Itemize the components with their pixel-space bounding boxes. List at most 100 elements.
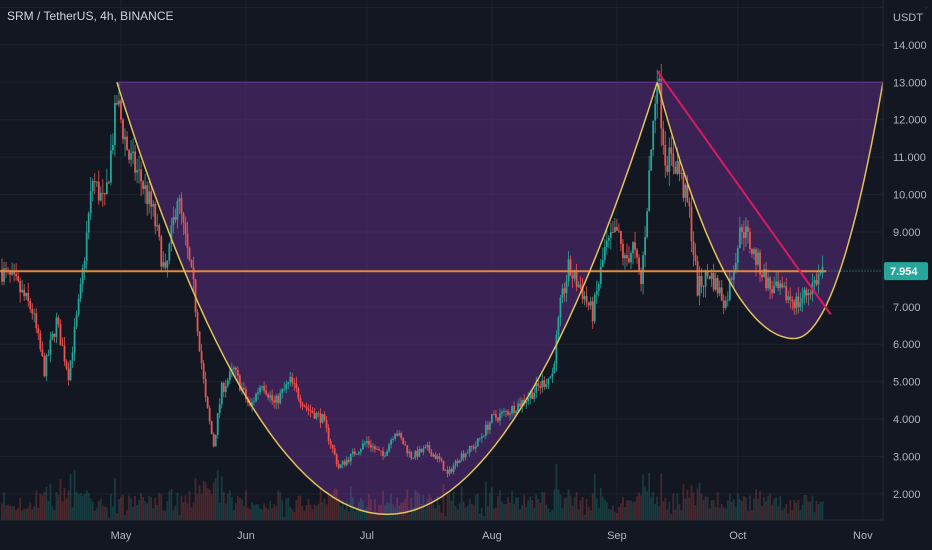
- volume-bar: [39, 493, 42, 520]
- volume-bar: [603, 499, 606, 520]
- volume-bar: [11, 506, 13, 520]
- candle-body: [33, 313, 36, 315]
- candle-body: [424, 446, 427, 449]
- candle-body: [509, 413, 511, 415]
- volume-bar: [382, 490, 384, 520]
- volume-bar: [567, 489, 570, 520]
- volume-bar: [751, 510, 753, 520]
- volume-bar: [91, 501, 94, 520]
- candle-body: [615, 227, 618, 231]
- horizontal-levels: [0, 81, 883, 273]
- candle-body: [154, 203, 157, 227]
- volume-bar: [472, 505, 475, 520]
- volume-bar: [505, 503, 507, 520]
- symbol-label[interactable]: SRM / TetherUS, 4h, BINANCE: [7, 9, 174, 23]
- candle-body: [148, 191, 151, 205]
- volume-bar: [694, 504, 697, 520]
- volume-bar: [563, 497, 566, 520]
- candle-body: [275, 395, 278, 403]
- candle-body: [192, 267, 195, 280]
- candle-body: [539, 386, 542, 388]
- candle-body: [682, 172, 685, 198]
- candle-body: [299, 398, 302, 404]
- candle-body: [805, 289, 808, 296]
- candle-body: [361, 443, 364, 450]
- volume-bar: [7, 504, 9, 520]
- volume-bar: [21, 510, 24, 520]
- candle-body: [408, 451, 411, 454]
- candle-body: [202, 363, 205, 379]
- candle-body: [5, 268, 7, 270]
- volume-bar: [206, 488, 209, 520]
- volume-bar: [353, 511, 356, 520]
- volume-bar: [374, 498, 376, 520]
- volume-bar: [311, 509, 314, 520]
- volume-bar: [130, 498, 132, 520]
- candle-body: [763, 269, 765, 278]
- volume-bar: [664, 497, 667, 520]
- candle-body: [174, 217, 177, 220]
- volume-bar: [416, 492, 419, 520]
- candle-body: [515, 411, 517, 413]
- volume-bar: [114, 478, 116, 520]
- volume-bar: [148, 496, 151, 520]
- candle-body: [817, 273, 820, 285]
- volume-bar: [247, 507, 249, 520]
- candle-body: [501, 411, 503, 414]
- candle-body: [412, 457, 415, 459]
- volume-bar: [295, 500, 298, 520]
- volume-bar: [632, 501, 634, 520]
- candle-body: [305, 406, 308, 409]
- volume-bar: [182, 502, 185, 520]
- candle-body: [486, 424, 489, 430]
- volume-bar: [162, 510, 165, 520]
- candle-body: [694, 254, 697, 262]
- volume-bar: [89, 498, 92, 520]
- candle-body: [289, 377, 292, 383]
- candle-body: [807, 293, 810, 296]
- candle-body: [446, 470, 449, 474]
- candle-body: [722, 300, 725, 309]
- volume-bar: [23, 508, 26, 520]
- volume-bar: [400, 502, 403, 520]
- candle-body: [89, 191, 92, 214]
- candle-body: [581, 288, 584, 300]
- candle-body: [747, 226, 749, 232]
- candle-body: [813, 280, 816, 284]
- volume-bar: [730, 501, 733, 520]
- candle-body: [507, 411, 509, 415]
- volume-bar: [269, 500, 272, 520]
- volume-bar: [355, 507, 358, 520]
- candle-body: [297, 388, 300, 399]
- volume-bar: [541, 491, 544, 520]
- volume-bar: [569, 495, 572, 520]
- volume-bar: [341, 500, 344, 520]
- volume-bar: [408, 513, 411, 520]
- candle-body: [378, 449, 380, 451]
- price-tick-label: 13.000: [893, 77, 927, 89]
- volume-bar: [533, 508, 536, 520]
- candle-body: [638, 257, 640, 271]
- candle-body: [265, 390, 268, 395]
- volume-bar: [579, 500, 582, 520]
- last-price-tag: 7.954: [884, 262, 928, 281]
- candle-body: [138, 169, 141, 171]
- candle-body: [470, 445, 473, 448]
- candle-body: [95, 181, 98, 183]
- volume-bar: [299, 495, 302, 520]
- candle-body: [400, 433, 403, 439]
- price-tick-label: 5.000: [893, 377, 921, 389]
- volume-bar: [805, 495, 808, 520]
- candle-body: [392, 438, 395, 440]
- candle-body: [309, 409, 312, 411]
- time-axis[interactable]: May Jun Jul Aug Sep Oct Nov: [111, 530, 874, 542]
- volume-bar: [507, 497, 509, 520]
- candle-body: [636, 249, 638, 258]
- candle-body: [287, 382, 290, 385]
- candle-body: [130, 152, 132, 160]
- curve-line: [116, 82, 658, 516]
- candle-body: [517, 403, 520, 412]
- volume-bar: [426, 499, 429, 520]
- volume-bar: [815, 500, 818, 520]
